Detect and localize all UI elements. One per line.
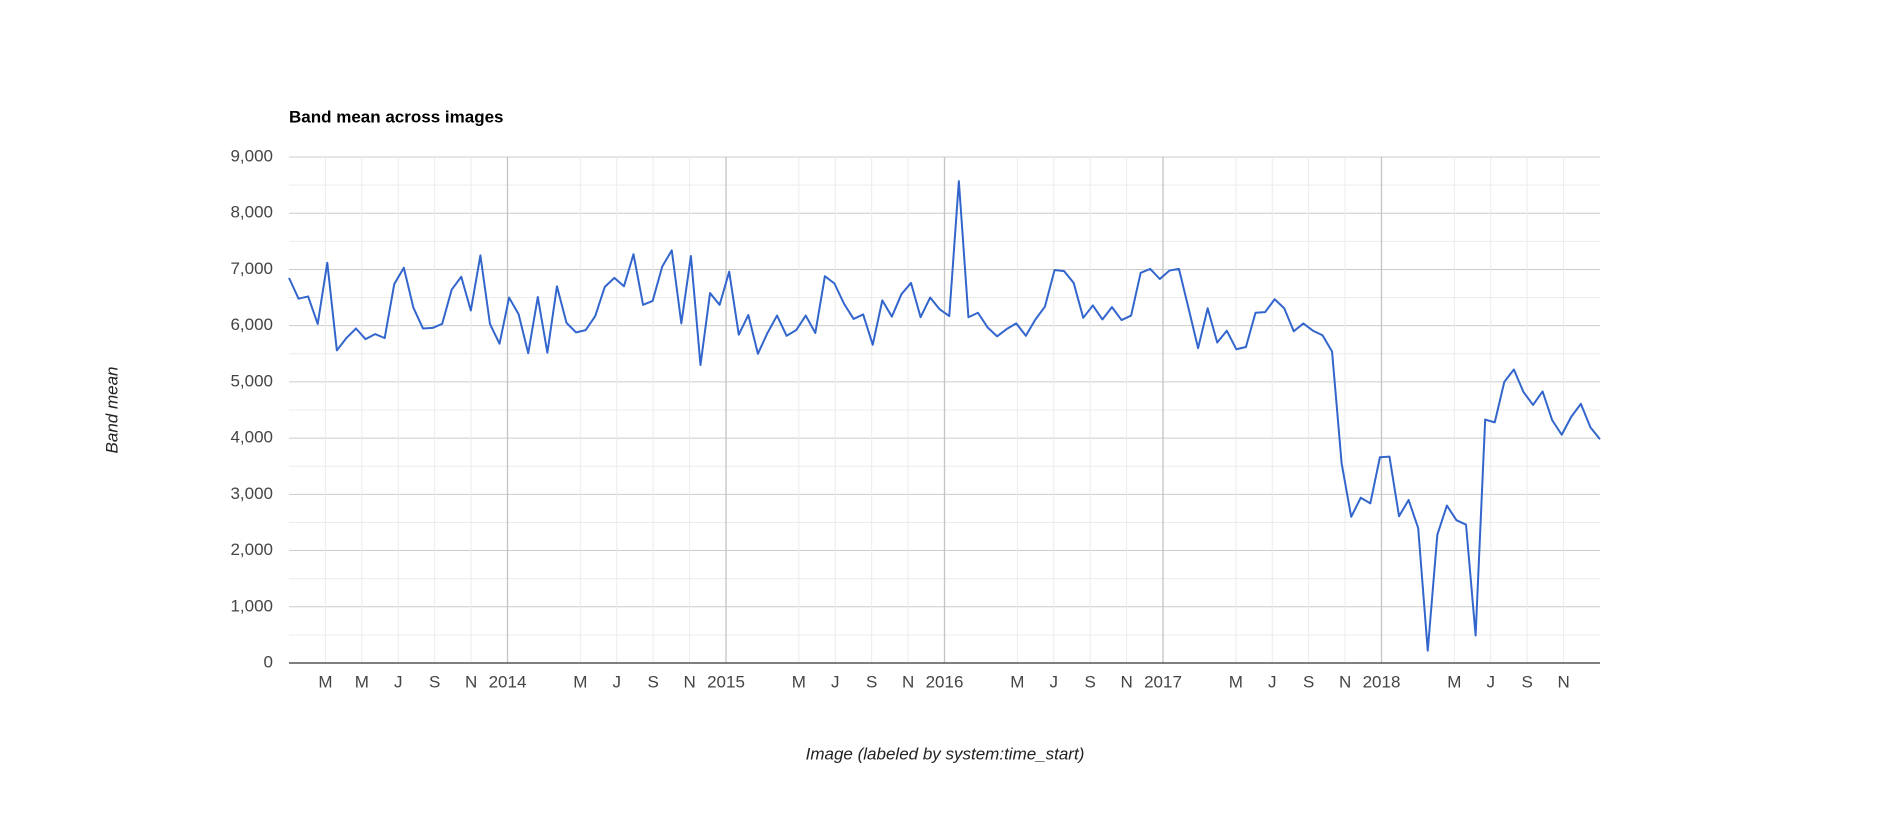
x-tick-label: J	[831, 672, 840, 691]
y-tick-label: 9,000	[230, 146, 273, 165]
x-tick-label: 2014	[489, 672, 527, 691]
x-tick-label: N	[683, 672, 695, 691]
y-tick-label: 8,000	[230, 203, 273, 222]
x-tick-label: J	[1050, 672, 1059, 691]
grid	[289, 156, 1600, 664]
x-tick-label: 2016	[926, 672, 964, 691]
x-tick-label: M	[1229, 672, 1243, 691]
y-tick-label: 1,000	[230, 596, 273, 615]
x-tick-label: M	[355, 672, 369, 691]
x-tick-label: J	[1487, 672, 1496, 691]
x-tick-label: 2017	[1144, 672, 1182, 691]
y-tick-label: 7,000	[230, 259, 273, 278]
x-tick-label: N	[1339, 672, 1351, 691]
x-tick-label: M	[318, 672, 332, 691]
x-tick-label: J	[394, 672, 403, 691]
y-tick-label: 6,000	[230, 315, 273, 334]
y-axis-title: Band mean	[102, 367, 121, 454]
x-tick-label: S	[1084, 672, 1095, 691]
x-tick-label: M	[792, 672, 806, 691]
x-tick-label: N	[465, 672, 477, 691]
y-tick-label: 3,000	[230, 484, 273, 503]
y-tick-label: 2,000	[230, 540, 273, 559]
x-tick-label: S	[647, 672, 658, 691]
x-tick-label: S	[429, 672, 440, 691]
x-tick-label: S	[866, 672, 877, 691]
x-tick-label: J	[1268, 672, 1277, 691]
x-tick-label: M	[1010, 672, 1024, 691]
x-tick-label: M	[1447, 672, 1461, 691]
x-tick-label: N	[1120, 672, 1132, 691]
x-axis-title: Image (labeled by system:time_start)	[806, 744, 1085, 763]
x-tick-label: S	[1521, 672, 1532, 691]
y-tick-label: 0	[264, 652, 273, 671]
chart-title: Band mean across images	[289, 107, 503, 126]
x-tick-label: M	[573, 672, 587, 691]
y-tick-label: 4,000	[230, 428, 273, 447]
x-tick-label: S	[1303, 672, 1314, 691]
x-tick-label: 2018	[1363, 672, 1401, 691]
x-tick-label: N	[1557, 672, 1569, 691]
x-tick-label: N	[902, 672, 914, 691]
x-tick-label: J	[613, 672, 622, 691]
x-tick-label: 2015	[707, 672, 745, 691]
data-line	[288, 180, 1601, 652]
y-tick-label: 5,000	[230, 371, 273, 390]
